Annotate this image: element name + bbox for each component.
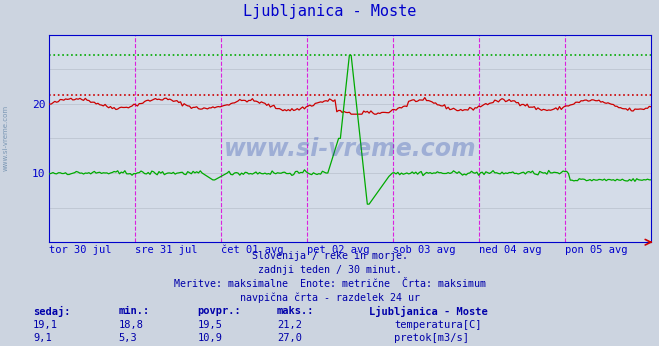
Text: 18,8: 18,8 xyxy=(119,320,144,330)
Text: zadnji teden / 30 minut.: zadnji teden / 30 minut. xyxy=(258,265,401,275)
Text: Meritve: maksimalne  Enote: metrične  Črta: maksimum: Meritve: maksimalne Enote: metrične Črta… xyxy=(173,279,486,289)
Text: sedaj:: sedaj: xyxy=(33,306,71,317)
Text: www.si-vreme.com: www.si-vreme.com xyxy=(2,105,9,172)
Text: pretok[m3/s]: pretok[m3/s] xyxy=(394,333,469,343)
Text: www.si-vreme.com: www.si-vreme.com xyxy=(224,137,476,161)
Text: 5,3: 5,3 xyxy=(119,333,137,343)
Text: 27,0: 27,0 xyxy=(277,333,302,343)
Text: Ljubljanica - Moste: Ljubljanica - Moste xyxy=(369,306,488,317)
Text: min.:: min.: xyxy=(119,306,150,316)
Text: 19,5: 19,5 xyxy=(198,320,223,330)
Text: temperatura[C]: temperatura[C] xyxy=(394,320,482,330)
Text: Slovenija / reke in morje.: Slovenija / reke in morje. xyxy=(252,251,407,261)
Text: 10,9: 10,9 xyxy=(198,333,223,343)
Text: maks.:: maks.: xyxy=(277,306,314,316)
Text: 21,2: 21,2 xyxy=(277,320,302,330)
Text: navpična črta - razdelek 24 ur: navpična črta - razdelek 24 ur xyxy=(239,292,420,303)
Text: povpr.:: povpr.: xyxy=(198,306,241,316)
Text: 9,1: 9,1 xyxy=(33,333,51,343)
Text: 19,1: 19,1 xyxy=(33,320,58,330)
Text: Ljubljanica - Moste: Ljubljanica - Moste xyxy=(243,4,416,19)
